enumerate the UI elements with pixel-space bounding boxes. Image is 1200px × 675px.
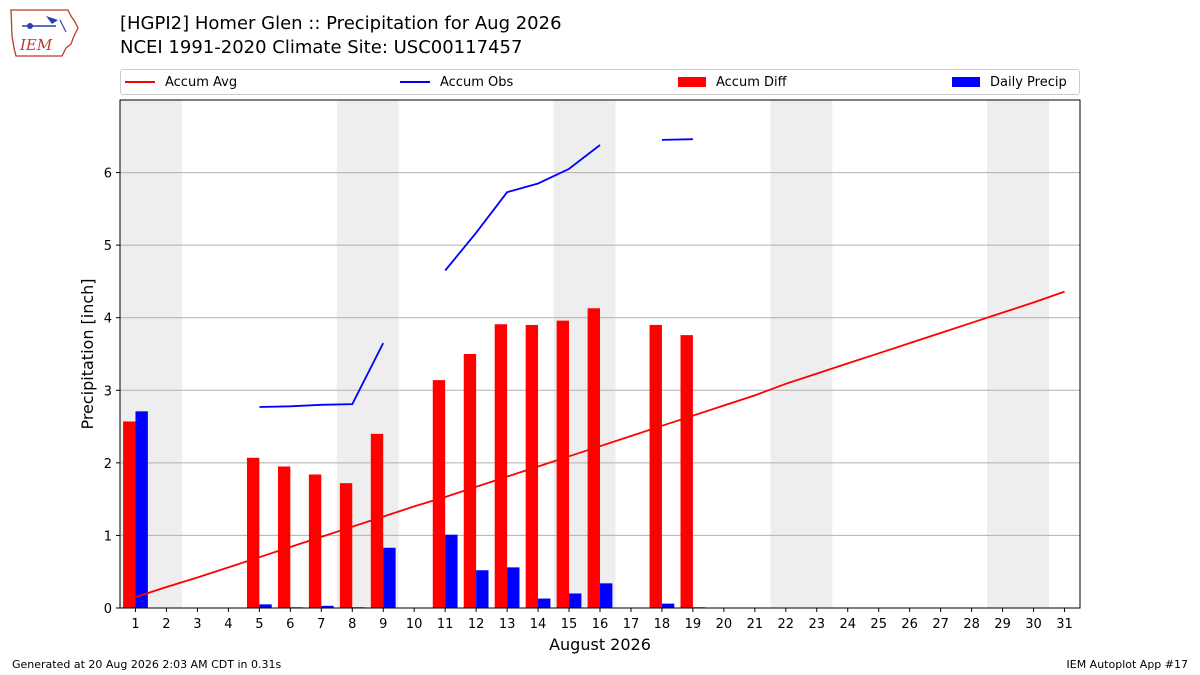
accum-diff-bar (587, 308, 600, 608)
daily-precip-bar (476, 570, 489, 608)
accum-diff-bar (556, 320, 570, 608)
legend-label: Accum Diff (716, 74, 787, 90)
legend-swatch (400, 81, 430, 83)
accum-diff-bar (649, 324, 662, 608)
daily-precip-bar (135, 411, 148, 608)
legend-item-accum-diff: Accum Diff (678, 70, 787, 94)
daily-precip-bar (569, 593, 582, 608)
accum-obs-line (259, 342, 385, 408)
accum-obs-line (444, 144, 601, 272)
y-tick-label: 1 (104, 529, 112, 544)
legend-item-accum-avg: Accum Avg (125, 70, 237, 94)
y-tick-label: 3 (104, 384, 112, 399)
x-tick-label: 6 (286, 617, 294, 632)
y-tick-label: 6 (104, 167, 112, 182)
x-tick-label: 21 (747, 617, 764, 632)
x-tick-label: 24 (839, 617, 856, 632)
iowa-state-outline (10, 9, 79, 57)
daily-precip-bar (600, 583, 613, 608)
x-tick-label: 22 (778, 617, 795, 632)
y-tick-label: 5 (104, 239, 112, 254)
legend-swatch (125, 81, 155, 83)
x-tick-label: 1 (131, 617, 139, 632)
x-tick-label: 13 (499, 617, 516, 632)
accum-avg-line (135, 290, 1065, 598)
accum-diff-bar (680, 335, 693, 608)
y-axis-label: Precipitation [inch] (78, 278, 97, 429)
legend-label: Daily Precip (990, 74, 1067, 90)
accum-diff-bar (432, 380, 446, 608)
y-tick-label: 4 (104, 312, 112, 327)
x-tick-label: 19 (685, 617, 702, 632)
x-tick-label: 9 (379, 617, 387, 632)
legend-label: Accum Obs (440, 74, 514, 90)
iem-logo: IEM (10, 9, 79, 57)
daily-precip-bar (661, 603, 675, 608)
chart-subtitle: NCEI 1991-2020 Climate Site: USC00117457 (120, 37, 523, 58)
accum-diff-bar (246, 457, 260, 608)
x-tick-label: 8 (348, 617, 356, 632)
daily-precip-bar (445, 534, 458, 608)
x-tick-label: 29 (994, 617, 1011, 632)
weekend-shade (987, 100, 1050, 608)
y-tick-label: 0 (104, 602, 112, 617)
accum-diff-bar (277, 466, 291, 608)
legend-item-daily-precip: Daily Precip (952, 70, 1067, 94)
x-tick-label: 10 (406, 617, 423, 632)
x-axis-label: August 2026 (549, 635, 651, 654)
x-tick-label: 7 (317, 617, 325, 632)
x-tick-label: 27 (932, 617, 949, 632)
legend-swatch (678, 77, 706, 87)
x-tick-label: 12 (468, 617, 485, 632)
logo-text: IEM (19, 36, 53, 54)
footer-generated: Generated at 20 Aug 2026 2:03 AM CDT in … (12, 658, 282, 671)
daily-precip-bar (507, 567, 520, 608)
x-tick-label: 11 (437, 617, 454, 632)
accum-diff-bar (370, 433, 384, 608)
x-tick-label: 26 (901, 617, 918, 632)
accum-diff-bar (463, 354, 477, 608)
x-tick-label: 4 (224, 617, 232, 632)
daily-precip-bar (259, 604, 272, 608)
x-tick-label: 31 (1056, 617, 1073, 632)
x-tick-label: 23 (809, 617, 826, 632)
y-tick-label: 2 (104, 457, 112, 472)
legend-label: Accum Avg (165, 74, 238, 90)
accum-diff-bar (123, 421, 136, 608)
accum-diff-bar (339, 483, 353, 608)
accum-diff-bar (525, 324, 539, 608)
legend-swatch (952, 77, 980, 87)
weekend-shade (770, 100, 833, 608)
x-tick-label: 3 (193, 617, 201, 632)
x-tick-label: 5 (255, 617, 263, 632)
accum-obs-line (661, 138, 693, 141)
footer-app: IEM Autoplot App #17 (1066, 658, 1189, 671)
x-tick-label: 28 (963, 617, 980, 632)
chart-title: [HGPI2] Homer Glen :: Precipitation for … (120, 13, 562, 34)
x-tick-label: 20 (716, 617, 733, 632)
x-tick-label: 2 (162, 617, 170, 632)
legend-item-accum-obs: Accum Obs (400, 70, 513, 94)
x-tick-label: 17 (623, 617, 640, 632)
x-tick-label: 30 (1025, 617, 1042, 632)
x-tick-label: 25 (870, 617, 887, 632)
accum-diff-bar (308, 474, 322, 608)
accum-diff-bar (494, 324, 508, 608)
daily-precip-bar (321, 605, 334, 608)
x-tick-label: 15 (561, 617, 578, 632)
legend: Accum Avg Accum Obs Accum Diff Daily Pre… (120, 69, 1080, 95)
x-tick-label: 18 (654, 617, 671, 632)
daily-precip-bar (538, 598, 551, 608)
daily-precip-bar (383, 547, 396, 608)
x-tick-label: 14 (530, 617, 547, 632)
x-tick-label: 16 (592, 617, 609, 632)
